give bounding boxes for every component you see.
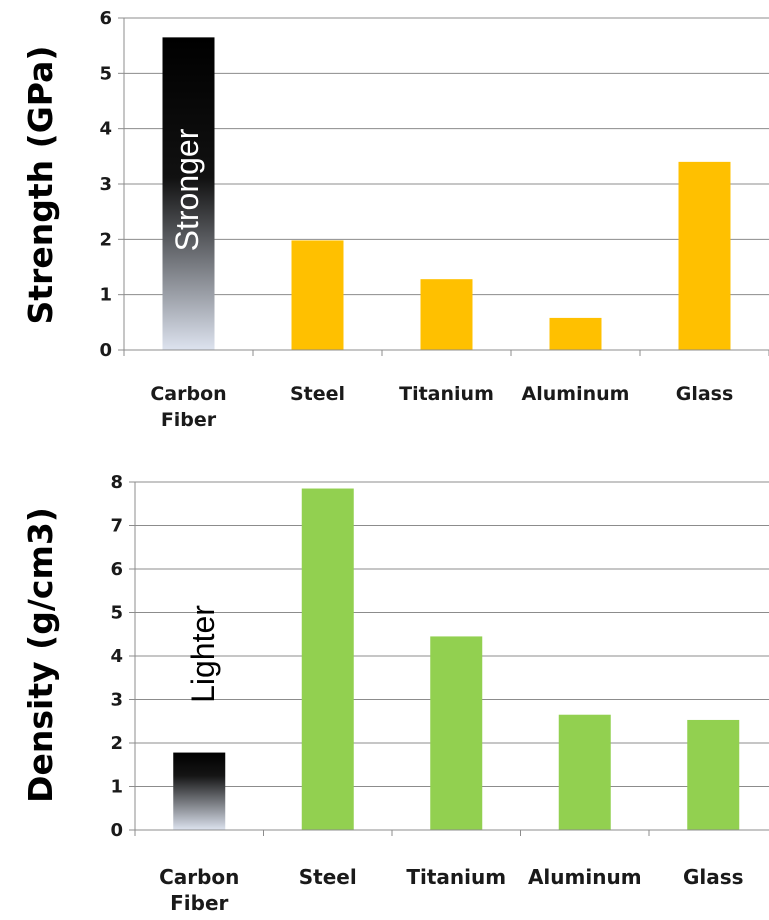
y-tick-label: 3 [99, 174, 112, 195]
strength-bars [162, 37, 731, 350]
density-bars [173, 488, 740, 830]
bar-steel [291, 240, 344, 350]
y-tick-label: 2 [110, 733, 123, 754]
strength-axes [123, 18, 769, 356]
y-tick-label: 1 [110, 777, 123, 798]
bar-glass [687, 719, 740, 830]
density-y-axis-title: Density (g/cm3) [21, 507, 60, 803]
bar-titanium [420, 279, 473, 350]
strength-y-axis-title: Strength (GPa) [21, 46, 60, 325]
y-tick-label: 4 [99, 119, 112, 140]
y-tick-label: 0 [99, 340, 112, 361]
density-axes [134, 482, 769, 836]
strength-gridlines [124, 17, 769, 296]
y-tick-label: 7 [110, 516, 123, 537]
y-tick-label: 1 [99, 285, 112, 306]
y-tick-label: 2 [99, 229, 112, 250]
x-category-label: Glass [676, 383, 734, 405]
lighter-annotation: Lighter [185, 605, 221, 703]
bar-glass [678, 161, 731, 350]
density-y-ticks: 0 1 2 3 4 5 6 7 8 [110, 472, 135, 841]
x-category-label: Aluminum [522, 383, 630, 405]
y-tick-label: 6 [110, 559, 123, 580]
bar-aluminum [558, 714, 611, 830]
strength-y-ticks: 0 1 2 3 4 5 6 [99, 8, 124, 361]
bar-titanium [430, 636, 483, 830]
y-tick-label: 5 [99, 63, 112, 84]
x-category-label: Titanium [399, 383, 494, 405]
x-category-label: Fiber [161, 409, 217, 431]
bar-carbon-fiber [162, 37, 215, 350]
x-category-label: Carbon [159, 865, 239, 889]
y-tick-label: 4 [110, 646, 123, 667]
x-category-label: Aluminum [528, 865, 642, 889]
bar-carbon-fiber [173, 752, 226, 830]
x-category-label: Titanium [406, 865, 506, 889]
stronger-annotation: Stronger [169, 128, 205, 251]
bar-aluminum [549, 317, 602, 350]
strength-x-labels: Carbon Fiber Steel Titanium Aluminum Glass [150, 383, 733, 431]
x-category-label: Steel [290, 383, 345, 405]
y-tick-label: 5 [110, 603, 123, 624]
y-tick-label: 0 [110, 820, 123, 841]
x-category-label: Steel [299, 865, 357, 889]
y-tick-label: 3 [110, 690, 123, 711]
y-tick-label: 6 [99, 8, 112, 29]
x-category-label: Glass [683, 865, 744, 889]
bar-steel [301, 488, 354, 830]
strength-chart: 0 1 2 3 4 5 6 Carbon Fiber Steel Titanium Aluminum… [21, 8, 769, 431]
y-tick-label: 8 [110, 472, 123, 493]
x-category-label: Carbon [150, 383, 226, 405]
x-category-label: Fiber [170, 891, 228, 915]
